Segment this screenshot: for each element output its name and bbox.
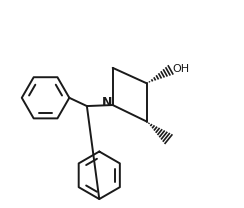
Text: N: N xyxy=(102,97,112,109)
Text: OH: OH xyxy=(172,64,189,74)
